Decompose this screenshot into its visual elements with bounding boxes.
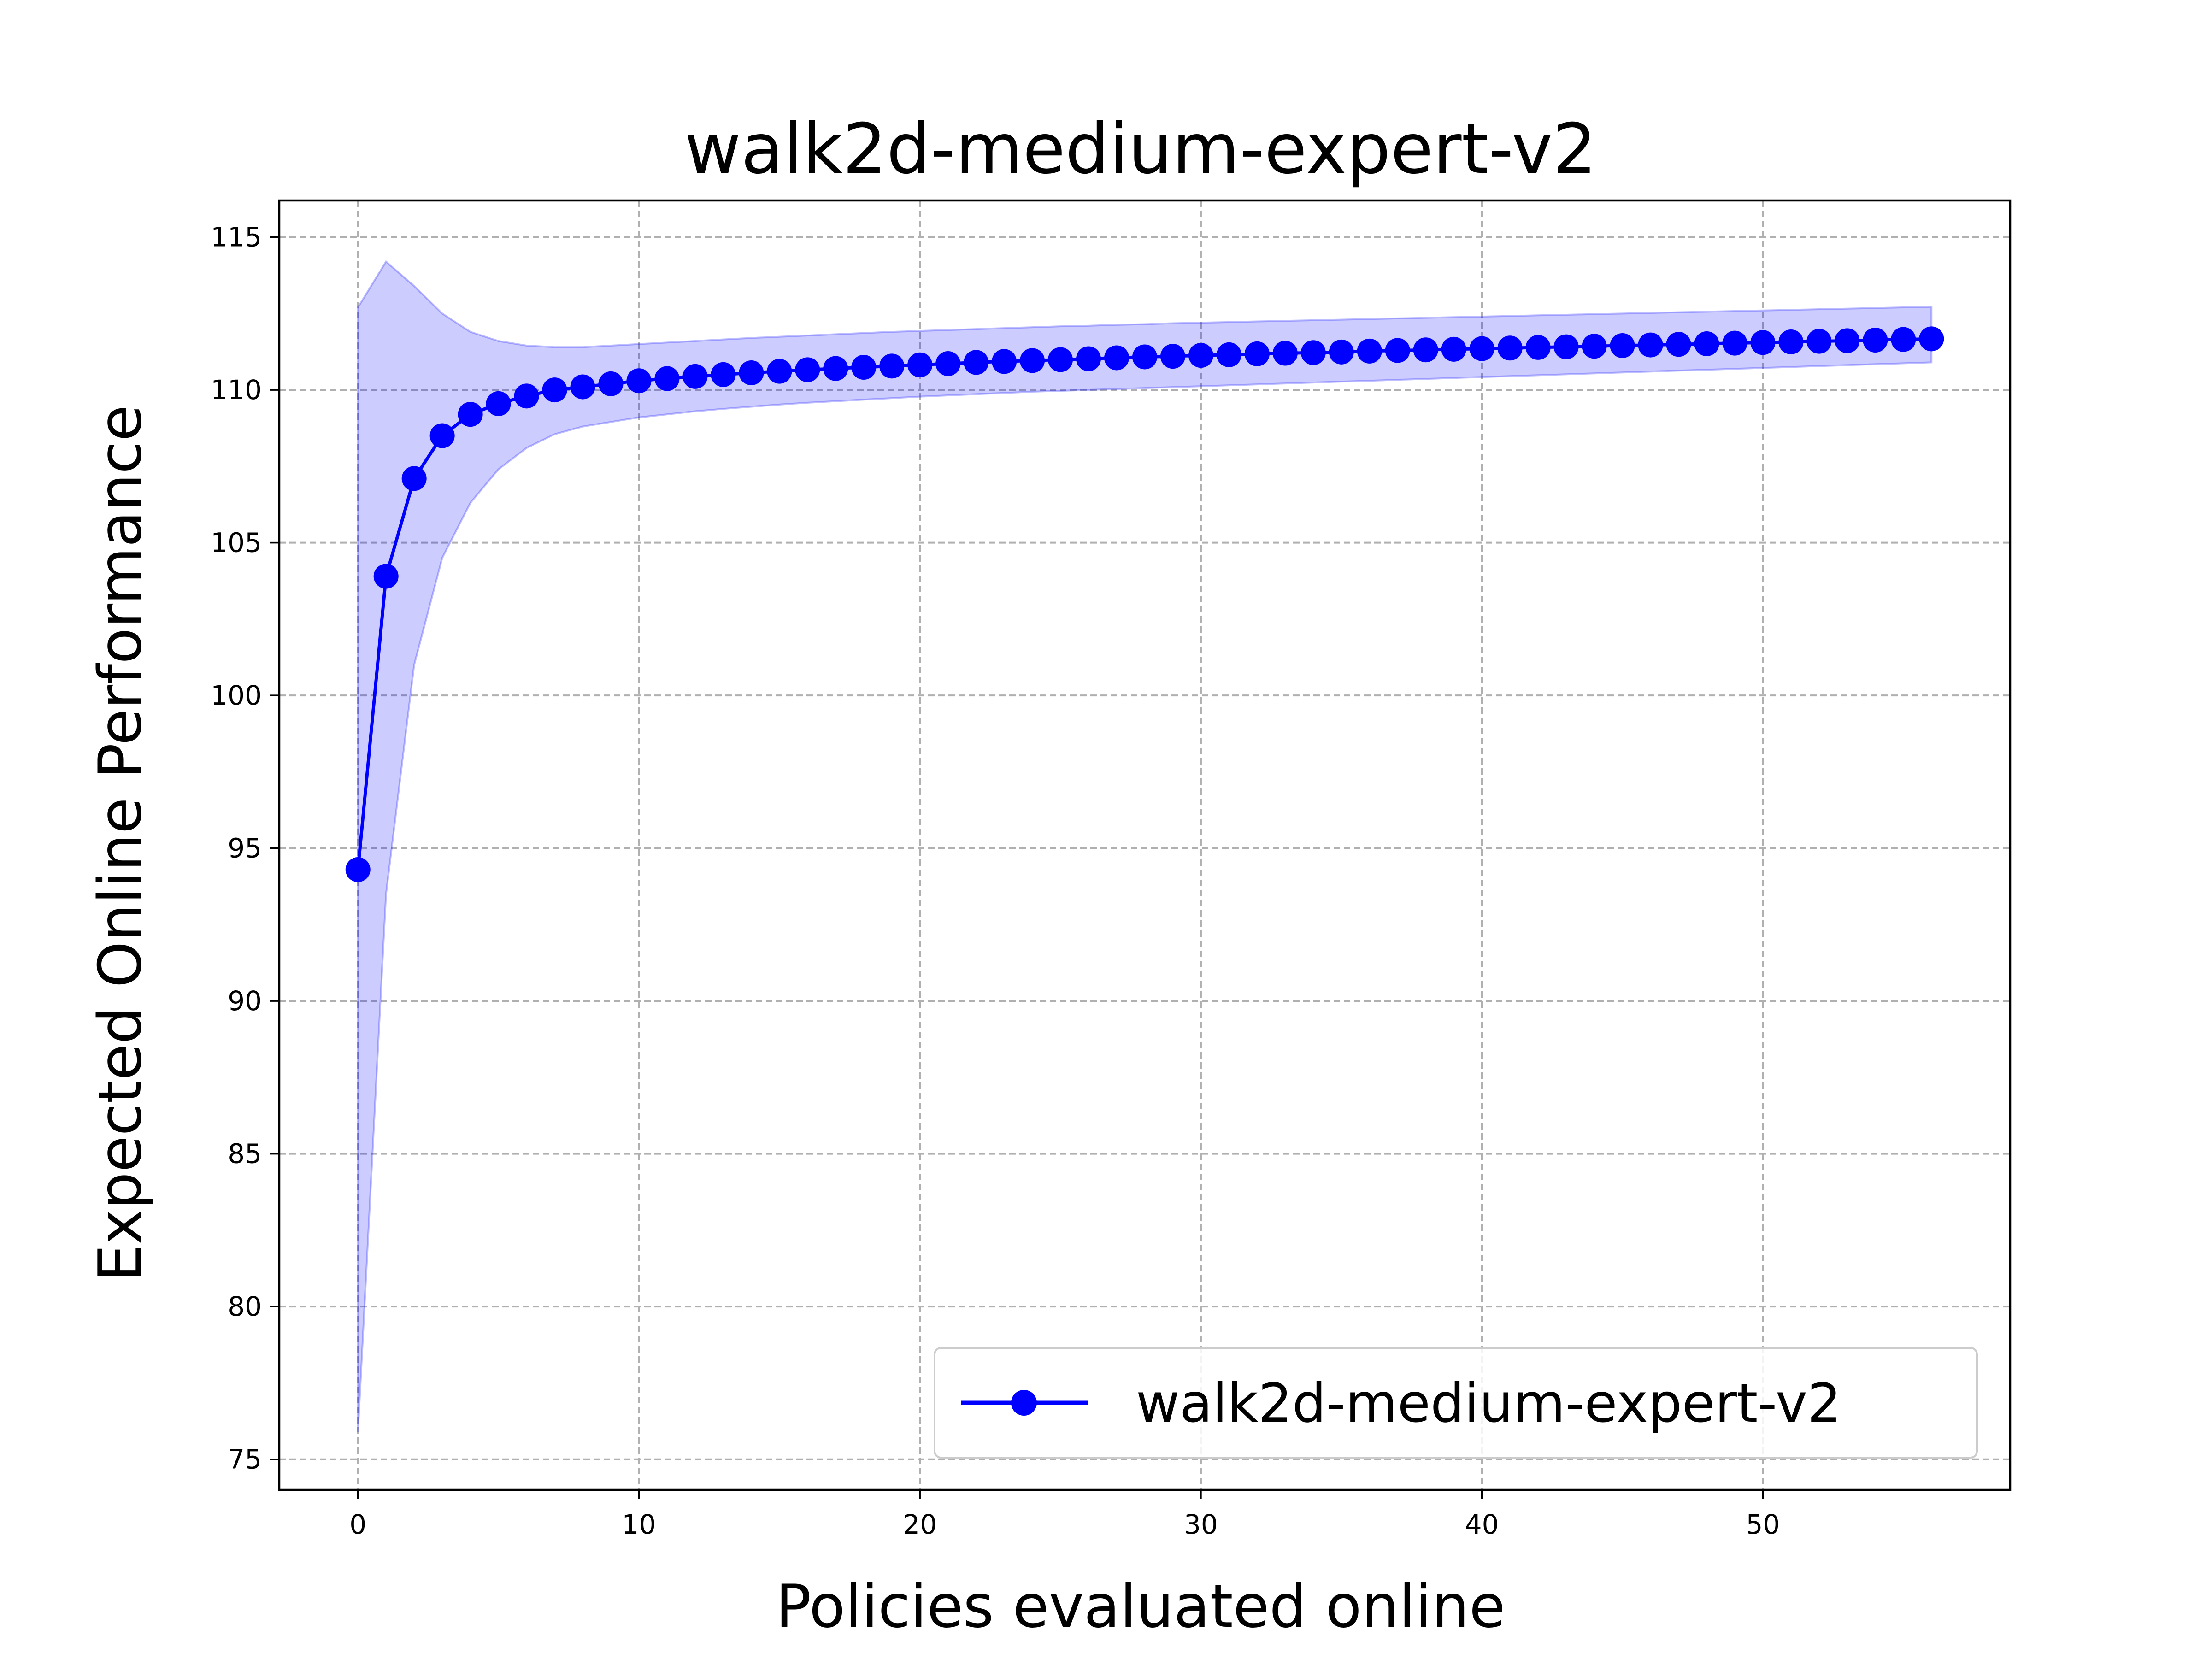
y-tick-label: 75 [228, 1444, 262, 1475]
data-point [1806, 329, 1832, 354]
data-point [1188, 343, 1213, 368]
x-tick-label: 0 [349, 1509, 366, 1540]
data-point [1891, 327, 1916, 352]
data-point [429, 423, 455, 448]
data-point [1076, 346, 1101, 371]
data-point [1132, 344, 1157, 370]
data-point [739, 360, 764, 385]
data-point [795, 357, 820, 382]
data-point [767, 359, 792, 384]
y-tick-label: 85 [228, 1138, 262, 1170]
data-point [401, 466, 427, 491]
y-tick-label: 105 [211, 527, 262, 559]
data-point [345, 857, 371, 882]
data-point [458, 402, 483, 427]
data-point [1553, 334, 1579, 359]
data-point [823, 356, 848, 381]
y-tick-label: 80 [228, 1291, 262, 1322]
legend-entry-label: walk2d-medium-expert-v2 [1136, 1372, 1841, 1435]
data-point [1244, 341, 1270, 366]
legend-marker-swatch [1011, 1390, 1037, 1416]
x-tick-label: 30 [1184, 1509, 1218, 1540]
data-point [935, 351, 961, 377]
data-point [1863, 328, 1888, 353]
x-tick-label: 50 [1746, 1509, 1780, 1540]
data-point [1104, 345, 1130, 371]
legend-box [934, 1347, 1978, 1459]
data-point [1835, 328, 1860, 353]
data-point [1385, 338, 1410, 363]
data-point [1638, 332, 1663, 358]
data-point [1750, 330, 1776, 355]
data-point [1694, 331, 1719, 356]
data-point [1020, 348, 1045, 373]
data-point [1160, 344, 1185, 369]
data-point [514, 383, 539, 409]
data-point [1919, 326, 1944, 352]
data-point [907, 352, 933, 377]
data-point [570, 374, 595, 400]
data-point [1497, 335, 1523, 361]
data-point [1329, 339, 1354, 365]
data-point [1778, 329, 1804, 354]
data-point [851, 355, 877, 380]
data-point [1272, 341, 1298, 366]
data-point [1525, 335, 1551, 360]
data-point [1610, 333, 1635, 358]
y-tick-label: 110 [211, 374, 262, 406]
data-point [682, 364, 708, 389]
plot-frame [278, 199, 2012, 1491]
data-point [964, 350, 989, 375]
data-point [1469, 336, 1494, 361]
x-tick-label: 40 [1465, 1509, 1499, 1540]
data-point [711, 362, 736, 387]
data-point [1413, 337, 1438, 363]
data-point [1582, 334, 1607, 359]
y-tick-label: 95 [228, 833, 262, 864]
data-point [1441, 336, 1466, 362]
confidence-band [357, 260, 1933, 1432]
data-point [654, 366, 680, 391]
x-tick-label: 10 [622, 1509, 656, 1540]
y-tick-label: 100 [211, 680, 262, 711]
data-point [1300, 340, 1326, 365]
data-point [542, 377, 567, 403]
data-point [992, 349, 1017, 374]
data-point [598, 371, 624, 396]
legend: walk2d-medium-expert-v2 [934, 1347, 1978, 1459]
x-tick-label: 20 [903, 1509, 937, 1540]
data-point [1357, 338, 1382, 364]
data-point [1216, 342, 1241, 367]
axis-ticks: 0 10 20 30 40 50 75 80 85 90 95 100 105 110 115 [211, 222, 1780, 1540]
series-layer [345, 326, 1944, 882]
x-axis-label: Policies evaluated online [776, 1572, 1506, 1641]
data-point [626, 368, 652, 394]
grid-lines [279, 200, 2010, 1490]
data-point [1666, 332, 1691, 357]
data-point [486, 391, 511, 416]
data-point [879, 353, 905, 379]
y-axis-label: Expected Online Performance [86, 405, 155, 1282]
y-tick-label: 115 [211, 222, 262, 253]
confidence-bands [357, 260, 1933, 1432]
data-point [1048, 347, 1073, 372]
data-point [1722, 330, 1747, 356]
chart-title: walk2d-medium-expert-v2 [684, 109, 1596, 189]
y-tick-label: 90 [228, 985, 262, 1017]
data-point [373, 564, 399, 589]
